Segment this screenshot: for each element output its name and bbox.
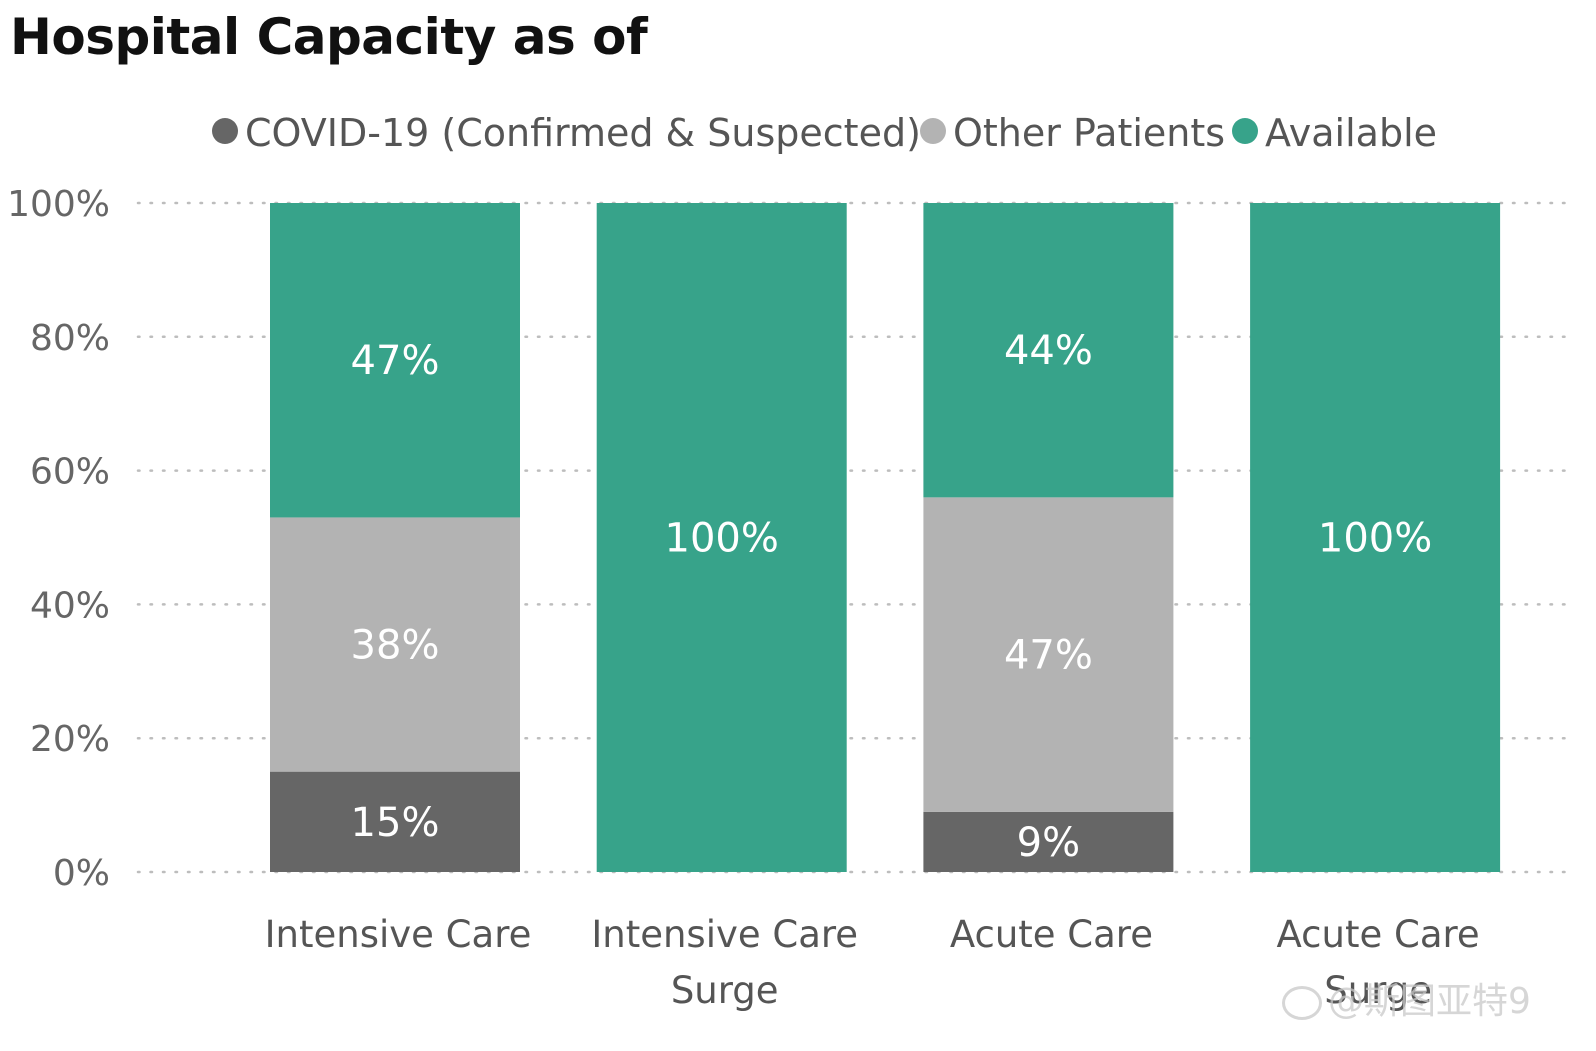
data-label: 100% — [1318, 516, 1432, 562]
y-tick-label: 0% — [53, 853, 110, 894]
data-label: 44% — [1004, 328, 1093, 374]
bar-segment — [270, 771, 520, 872]
legend-swatch — [1232, 118, 1258, 144]
legend-label: Available — [1265, 111, 1437, 155]
data-label: 9% — [1017, 820, 1080, 866]
y-tick-label: 100% — [7, 184, 110, 225]
data-label: 15% — [351, 800, 440, 846]
legend-swatch — [212, 118, 238, 144]
y-tick-label: 80% — [30, 318, 110, 359]
y-tick-label: 60% — [30, 452, 110, 493]
x-tick-label: Acute Care — [950, 913, 1153, 956]
data-labels: 15% 38% 47% 100% 9% 47% 44% 100% — [351, 328, 1433, 866]
x-tick-label: Surge — [671, 969, 779, 1012]
x-tick-label: Intensive Care — [591, 913, 858, 956]
watermark: @斯图亚特9 — [1282, 972, 1531, 1024]
y-tick-label: 40% — [30, 585, 110, 626]
bar-segment — [923, 497, 1174, 812]
weibo-icon — [1282, 986, 1322, 1020]
data-label: 38% — [351, 623, 440, 669]
watermark-text: @斯图亚特9 — [1328, 981, 1531, 1022]
bar-segment — [596, 203, 847, 872]
chart-title: Hospital Capacity as of — [10, 8, 648, 66]
bar-segment — [270, 517, 520, 772]
x-axis: Intensive Care Intensive Care Surge Acute C… — [265, 913, 1480, 1012]
y-tick-label: 20% — [30, 719, 110, 760]
legend: COVID-19 (Confirmed & Suspected) Other Pa… — [212, 111, 1437, 155]
bar-segment — [270, 203, 520, 518]
legend-swatch — [920, 118, 946, 144]
x-tick-label: Intensive Care — [265, 913, 532, 956]
data-label: 47% — [1004, 633, 1093, 679]
bars — [270, 203, 1501, 872]
y-axis: 0% 20% 40% 60% 80% 100% — [7, 184, 110, 894]
bar-segment — [923, 811, 1174, 872]
legend-label: Other Patients — [953, 111, 1225, 155]
legend-label: COVID-19 (Confirmed & Suspected) — [245, 111, 921, 155]
data-label: 100% — [665, 516, 779, 562]
bar-segment — [1250, 203, 1501, 872]
bar-segment — [923, 203, 1174, 498]
x-tick-label: Acute Care — [1277, 913, 1480, 956]
data-label: 47% — [351, 338, 440, 384]
x-tick-label: Surge — [1324, 969, 1432, 1012]
